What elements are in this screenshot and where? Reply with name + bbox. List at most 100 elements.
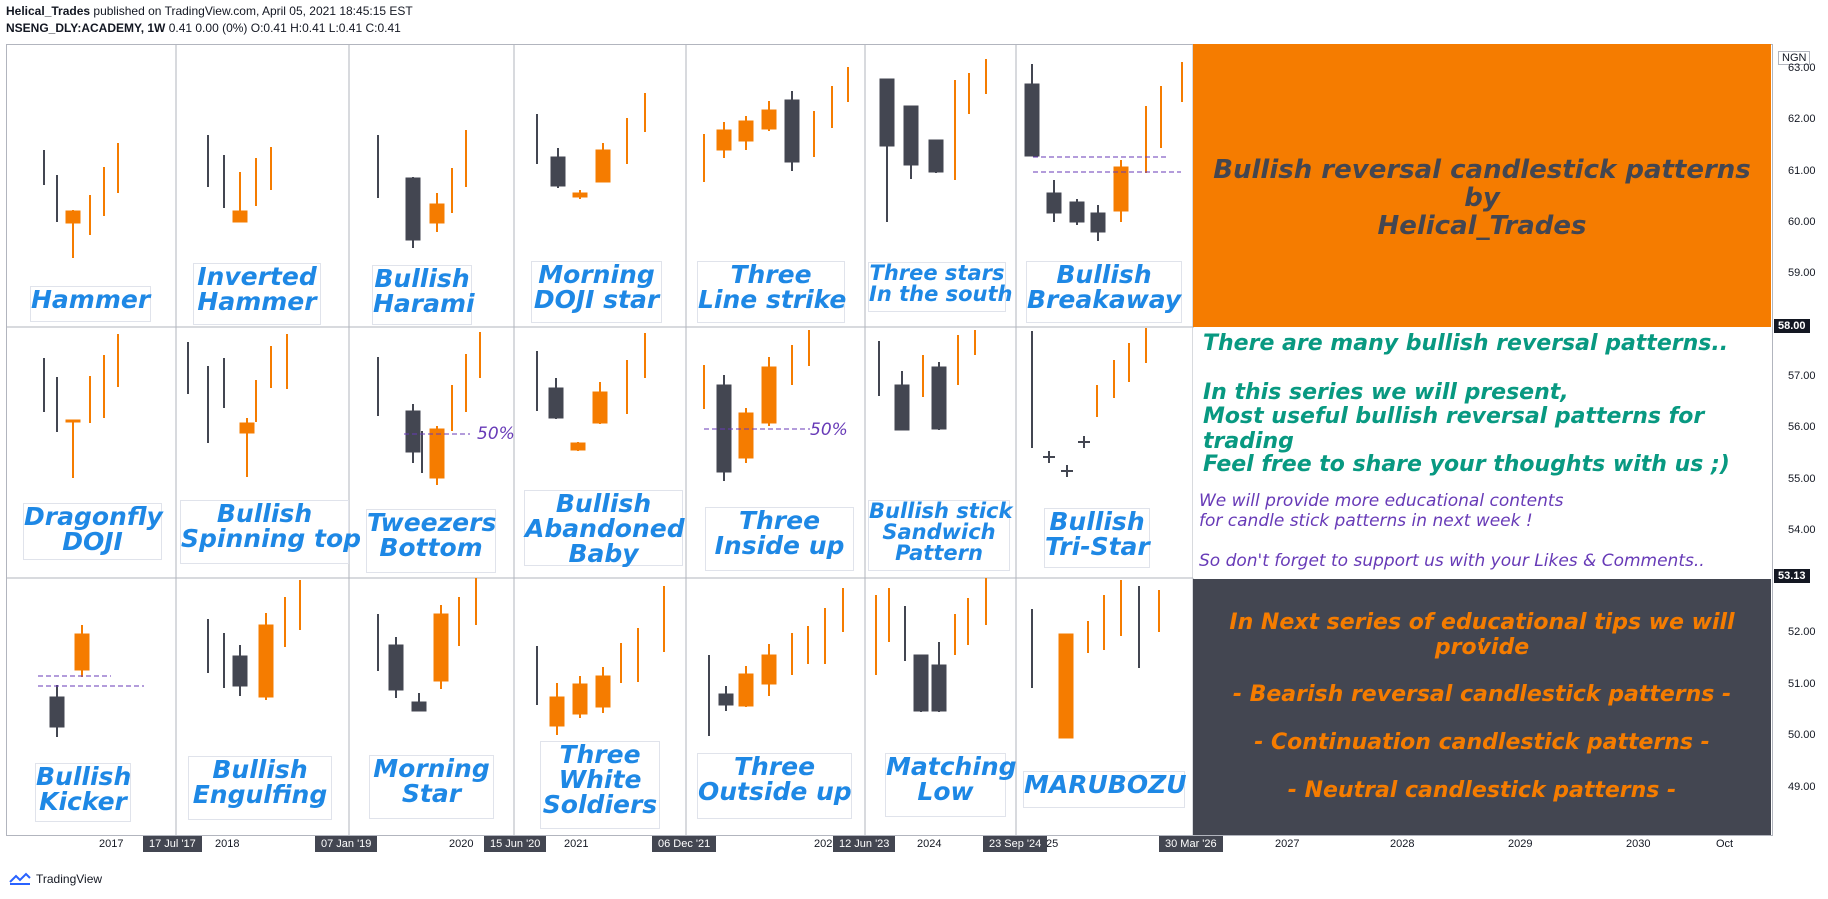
pattern-label[interactable]: Bullish Tri-Star xyxy=(1044,508,1150,568)
price-tick-label: 57.00 xyxy=(1788,370,1816,382)
candle-body-97 xyxy=(388,644,404,691)
info-line-3: Most useful bullish reversal patterns fo… xyxy=(1203,404,1705,454)
info-purple-2: for candle stick patterns in next week ! xyxy=(1199,511,1533,531)
candle-body-98 xyxy=(411,701,427,712)
next-line-1: In Next series of educational tips we wi… xyxy=(1229,610,1735,660)
symbol-name[interactable]: NSENG_DLY:ACADEMY, 1W xyxy=(6,21,166,35)
title-panel: Bullish reversal candlestick patterns by… xyxy=(1193,44,1771,327)
publish-header: Helical_Trades published on TradingView.… xyxy=(6,4,413,18)
candle-body-80 xyxy=(931,366,947,430)
price-tick-label: 61.00 xyxy=(1788,165,1816,177)
ohlc-values: 0.41 0.00 (0%) O:0.41 H:0.41 L:0.41 C:0.… xyxy=(165,21,401,35)
time-axis-label: 2020 xyxy=(449,838,474,850)
pattern-label[interactable]: Hammer xyxy=(30,286,151,322)
price-tick-label: 59.00 xyxy=(1788,267,1816,279)
pattern-label[interactable]: Three Line strike xyxy=(697,261,846,323)
next-line-5: - Neutral candlestick patterns - xyxy=(1287,778,1677,803)
candle-body-67 xyxy=(570,442,586,451)
time-axis-label: 2023 xyxy=(814,838,839,850)
currency-label: NGN xyxy=(1778,51,1811,65)
time-axis-label: 2021 xyxy=(564,838,589,850)
time-axis-tag: 15 Jun '20 xyxy=(484,836,547,852)
pattern-label[interactable]: Three White Soldiers xyxy=(540,741,660,829)
price-tag-58: 58.00 xyxy=(1774,319,1810,333)
pattern-label[interactable]: Three Inside up xyxy=(705,507,854,571)
candle-body-121 xyxy=(931,664,947,712)
pattern-label[interactable]: Morning DOJI star xyxy=(531,261,662,323)
pattern-label[interactable]: Bullish Engulfing xyxy=(188,756,332,820)
pattern-label[interactable]: Bullish Breakaway xyxy=(1026,261,1182,323)
price-tick-label: 60.00 xyxy=(1788,216,1816,228)
candle-body-27 xyxy=(784,99,800,163)
price-tick-label: 50.00 xyxy=(1788,729,1816,741)
price-tag-53: 53.13 xyxy=(1774,569,1810,583)
info-purple-3: So don't forget to support us with your … xyxy=(1199,551,1705,571)
candle-body-39 xyxy=(1069,201,1085,223)
candle-body-9 xyxy=(232,210,248,223)
candle-body-32 xyxy=(903,105,919,166)
time-axis-label: 2024 xyxy=(917,838,942,850)
info-line-4: Feel free to share your thoughts with us… xyxy=(1203,452,1730,477)
candle-body-120 xyxy=(913,654,929,712)
info-purple-1: We will provide more educational content… xyxy=(1199,491,1564,511)
info-panel: There are many bullish reversal patterns… xyxy=(1193,328,1771,578)
price-tick-label: 49.00 xyxy=(1788,781,1816,793)
candle-body-20 xyxy=(595,149,611,183)
fifty-percent-label: 50% xyxy=(477,424,515,444)
candle-body-111 xyxy=(738,673,754,707)
pattern-label[interactable]: Bullish stick Sandwich Pattern xyxy=(868,500,1012,571)
candle-body-126 xyxy=(1058,633,1074,739)
pattern-label[interactable]: Morning Star xyxy=(369,755,494,819)
price-tick-label: 56.00 xyxy=(1788,421,1816,433)
time-axis-tag: 17 Jul '17 xyxy=(143,836,202,852)
fifty-percent-label: 50% xyxy=(810,420,848,440)
title-line-2: Helical_Trades xyxy=(1377,211,1587,241)
price-tick-label: 62.00 xyxy=(1788,113,1816,125)
pattern-label[interactable]: Three Outside up xyxy=(697,753,852,819)
time-axis-label: 2028 xyxy=(1390,838,1415,850)
price-tick-label: 63.00 xyxy=(1788,62,1816,74)
price-tick-label: 52.00 xyxy=(1788,626,1816,638)
candle-body-112 xyxy=(761,654,777,685)
time-axis-tag: 07 Jan '19 xyxy=(315,836,378,852)
pattern-label[interactable]: Inverted Hammer xyxy=(193,263,321,325)
candle-body-3 xyxy=(65,210,81,224)
candle-body-59 xyxy=(405,410,421,453)
time-axis-label: Oct xyxy=(1716,838,1734,850)
candle-body-92 xyxy=(232,655,248,687)
candle-body-78 xyxy=(894,384,910,431)
candle-body-47 xyxy=(65,419,81,423)
candle-body-110 xyxy=(718,693,734,706)
candle-body-88 xyxy=(49,696,65,728)
price-scale[interactable] xyxy=(1772,44,1828,836)
tradingview-logo-icon[interactable] xyxy=(8,872,32,886)
footer-brand[interactable]: TradingView xyxy=(36,872,103,886)
candle-body-26 xyxy=(761,109,777,130)
time-axis-label: 2018 xyxy=(215,838,240,850)
candle-body-38 xyxy=(1046,192,1062,214)
time-axis-tag: 30 Mar '26 xyxy=(1159,836,1223,852)
pattern-label[interactable]: Matching Low xyxy=(885,753,1017,817)
candle-body-25 xyxy=(738,120,754,142)
author-name[interactable]: Helical_Trades xyxy=(6,4,91,18)
pattern-label[interactable]: Three stars In the south xyxy=(868,262,1012,312)
publish-info: published on TradingView.com, April 05, … xyxy=(90,4,413,18)
candle-body-105 xyxy=(595,675,611,708)
candle-body-13 xyxy=(405,177,421,241)
candle-body-68 xyxy=(592,391,608,424)
title-line-1: Bullish reversal candlestick patterns by xyxy=(1213,155,1751,213)
pattern-label[interactable]: Dragonfly DOJI xyxy=(23,503,163,560)
pattern-label[interactable]: Bullish Kicker xyxy=(35,763,131,822)
pattern-label[interactable]: MARUBOZU xyxy=(1023,771,1187,808)
pattern-label[interactable]: Bullish Abandoned Baby xyxy=(524,489,685,568)
pattern-label[interactable]: Bullish Spinning top xyxy=(180,500,361,564)
pattern-label[interactable]: Tweezers Bottom xyxy=(366,509,496,573)
symbol-header: NSENG_DLY:ACADEMY, 1W 0.41 0.00 (0%) O:0… xyxy=(6,21,401,35)
candle-body-93 xyxy=(258,624,274,698)
candle-body-74 xyxy=(761,366,777,424)
info-line-2: In this series we will present, xyxy=(1203,380,1569,405)
pattern-label[interactable]: Bullish Harami xyxy=(372,265,475,325)
candle-body-41 xyxy=(1113,166,1129,212)
